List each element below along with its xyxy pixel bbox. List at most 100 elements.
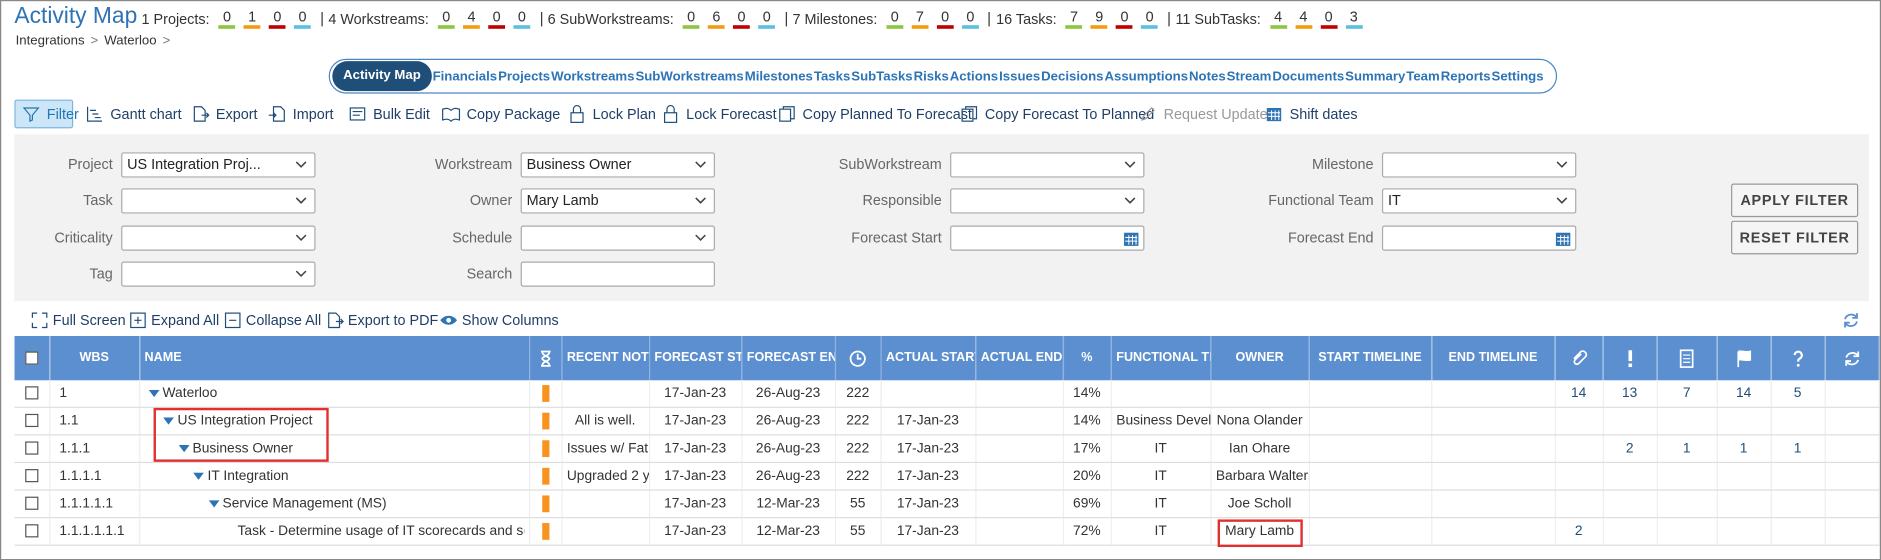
counter-value: 0 [1116, 9, 1133, 29]
cell [1602, 490, 1658, 519]
cell [1431, 490, 1556, 519]
tab[interactable]: Milestones [744, 68, 813, 84]
task-name: Business Owner [192, 441, 293, 456]
cell[interactable]: 1 [1770, 434, 1826, 464]
breadcrumb-item[interactable]: Waterloo [104, 33, 157, 48]
tab[interactable]: SubWorkstreams [635, 68, 744, 84]
tab[interactable]: Tasks [813, 68, 851, 84]
icon-part [1679, 348, 1694, 368]
checkbox[interactable] [24, 351, 39, 365]
filter-button[interactable]: APPLY FILTER [1731, 183, 1859, 218]
refresh-button[interactable] [1841, 311, 1860, 330]
filter-input[interactable]: US Integration Proj... [121, 152, 316, 178]
cell[interactable]: 13 [1602, 380, 1658, 408]
cell[interactable]: 7 [1656, 380, 1718, 408]
checkbox[interactable] [24, 469, 39, 483]
toolbar-label: Copy Forecast To Planned [984, 105, 1155, 123]
breadcrumb-separator: > [162, 33, 171, 48]
cell[interactable]: 2 [1554, 517, 1604, 546]
expand-toggle[interactable] [193, 472, 204, 480]
toolbar-button[interactable]: Copy Package [441, 104, 560, 123]
grid-toolbar-button[interactable]: Full Screen [30, 311, 126, 330]
cell: Task - Determine usage of IT scorecards … [139, 517, 530, 546]
toolbar-button[interactable]: Export [191, 104, 258, 123]
counter-label: 11 SubTasks: [1175, 10, 1261, 28]
cell[interactable]: 2 [1602, 434, 1658, 464]
toolbar-icon [1266, 107, 1282, 122]
column-header [1824, 335, 1880, 381]
filter-input[interactable] [950, 188, 1145, 214]
tab[interactable]: Summary [1345, 68, 1406, 84]
cell: Barbara Walters [1210, 462, 1310, 491]
tab[interactable]: Financials [432, 68, 498, 84]
counter-value: 7 [1065, 9, 1083, 29]
toolbar-button[interactable]: Bulk Edit [348, 104, 430, 123]
cell[interactable]: 1 [1656, 434, 1718, 464]
cell[interactable]: 14 [1554, 380, 1604, 408]
tab[interactable]: Notes [1189, 68, 1226, 84]
filter-input[interactable] [950, 152, 1145, 178]
toolbar-button[interactable]: Lock Forecast [661, 104, 777, 123]
filter-input[interactable] [121, 188, 316, 214]
column-header: START TIMELINE [1308, 335, 1432, 381]
tab[interactable]: Activity Map [332, 61, 432, 92]
filter-input[interactable] [1381, 152, 1577, 178]
breadcrumb-item[interactable]: Integrations [15, 33, 85, 48]
tab[interactable]: Issues [999, 68, 1041, 84]
toolbar-button[interactable]: Lock Plan [567, 104, 656, 123]
tab[interactable]: Stream [1226, 68, 1272, 84]
expand-toggle[interactable] [208, 500, 219, 508]
table-row: 1 Waterloo 17-Jan-23 26-Aug-23 222 14% 14 13 7 14… [14, 380, 1880, 408]
cell[interactable]: 5 [1770, 380, 1826, 408]
column-header: ACTUAL START [880, 335, 976, 381]
filter-input[interactable]: Business Owner [520, 152, 715, 178]
tab[interactable]: Reports [1440, 68, 1491, 84]
tab[interactable]: Documents [1272, 68, 1345, 84]
toolbar-button[interactable]: Copy Planned To Forecast [777, 104, 972, 123]
grid-toolbar-button[interactable]: Show Columns [439, 311, 559, 330]
cell[interactable]: 1 [1716, 434, 1772, 464]
grid-toolbar-button[interactable]: Export to PDF [325, 311, 438, 330]
tab[interactable]: Projects [498, 68, 551, 84]
checkbox[interactable] [24, 442, 39, 456]
filter-input[interactable]: Mary Lamb [520, 188, 715, 214]
filter-input[interactable] [121, 261, 316, 287]
tab[interactable]: Actions [949, 68, 999, 84]
filter-input[interactable] [121, 225, 316, 251]
column-header [1554, 335, 1604, 381]
filter-input[interactable] [950, 225, 1145, 251]
filter-input[interactable] [1381, 225, 1577, 251]
toolbar-button[interactable]: Import [268, 104, 334, 123]
grid-toolbar-button[interactable]: Collapse All [223, 311, 321, 330]
expand-toggle[interactable] [178, 445, 189, 453]
grid-toolbar-button[interactable]: Expand All [128, 311, 219, 330]
tab[interactable]: Decisions [1041, 68, 1104, 84]
tab[interactable]: Risks [913, 68, 949, 84]
tab[interactable]: SubTasks [851, 68, 913, 84]
toolbar-button[interactable]: Shift dates [1264, 104, 1358, 123]
toolbar-button[interactable]: Filter [22, 104, 79, 123]
filter-input[interactable] [520, 261, 715, 287]
table-row: 1.1.1.1 IT Integration Upgraded 2 ye 17-Jan… [14, 462, 1880, 491]
checkbox[interactable] [24, 386, 39, 401]
expand-toggle[interactable] [163, 417, 174, 425]
tab[interactable]: Assumptions [1104, 68, 1189, 84]
column-icon [1627, 349, 1632, 367]
icon-part [335, 318, 344, 325]
filter-button[interactable]: RESET FILTER [1731, 220, 1859, 255]
tab[interactable]: Team [1406, 68, 1440, 84]
column-header [1656, 335, 1718, 381]
toolbar-button[interactable]: Copy Forecast To Planned [960, 104, 1155, 123]
tab[interactable]: Settings [1491, 68, 1544, 84]
filter-input[interactable] [520, 225, 715, 251]
filter-input[interactable]: IT [1381, 188, 1577, 214]
expand-toggle[interactable] [148, 389, 159, 398]
checkbox[interactable] [24, 524, 39, 538]
tab[interactable]: Workstreams [551, 68, 635, 84]
highlight-box [1217, 519, 1303, 548]
toolbar-button[interactable]: Gantt chart [85, 104, 182, 123]
checkbox[interactable] [24, 497, 39, 511]
cell[interactable]: 14 [1716, 380, 1772, 408]
toolbar-button[interactable]: Request Update [1138, 104, 1268, 123]
checkbox[interactable] [24, 414, 39, 428]
